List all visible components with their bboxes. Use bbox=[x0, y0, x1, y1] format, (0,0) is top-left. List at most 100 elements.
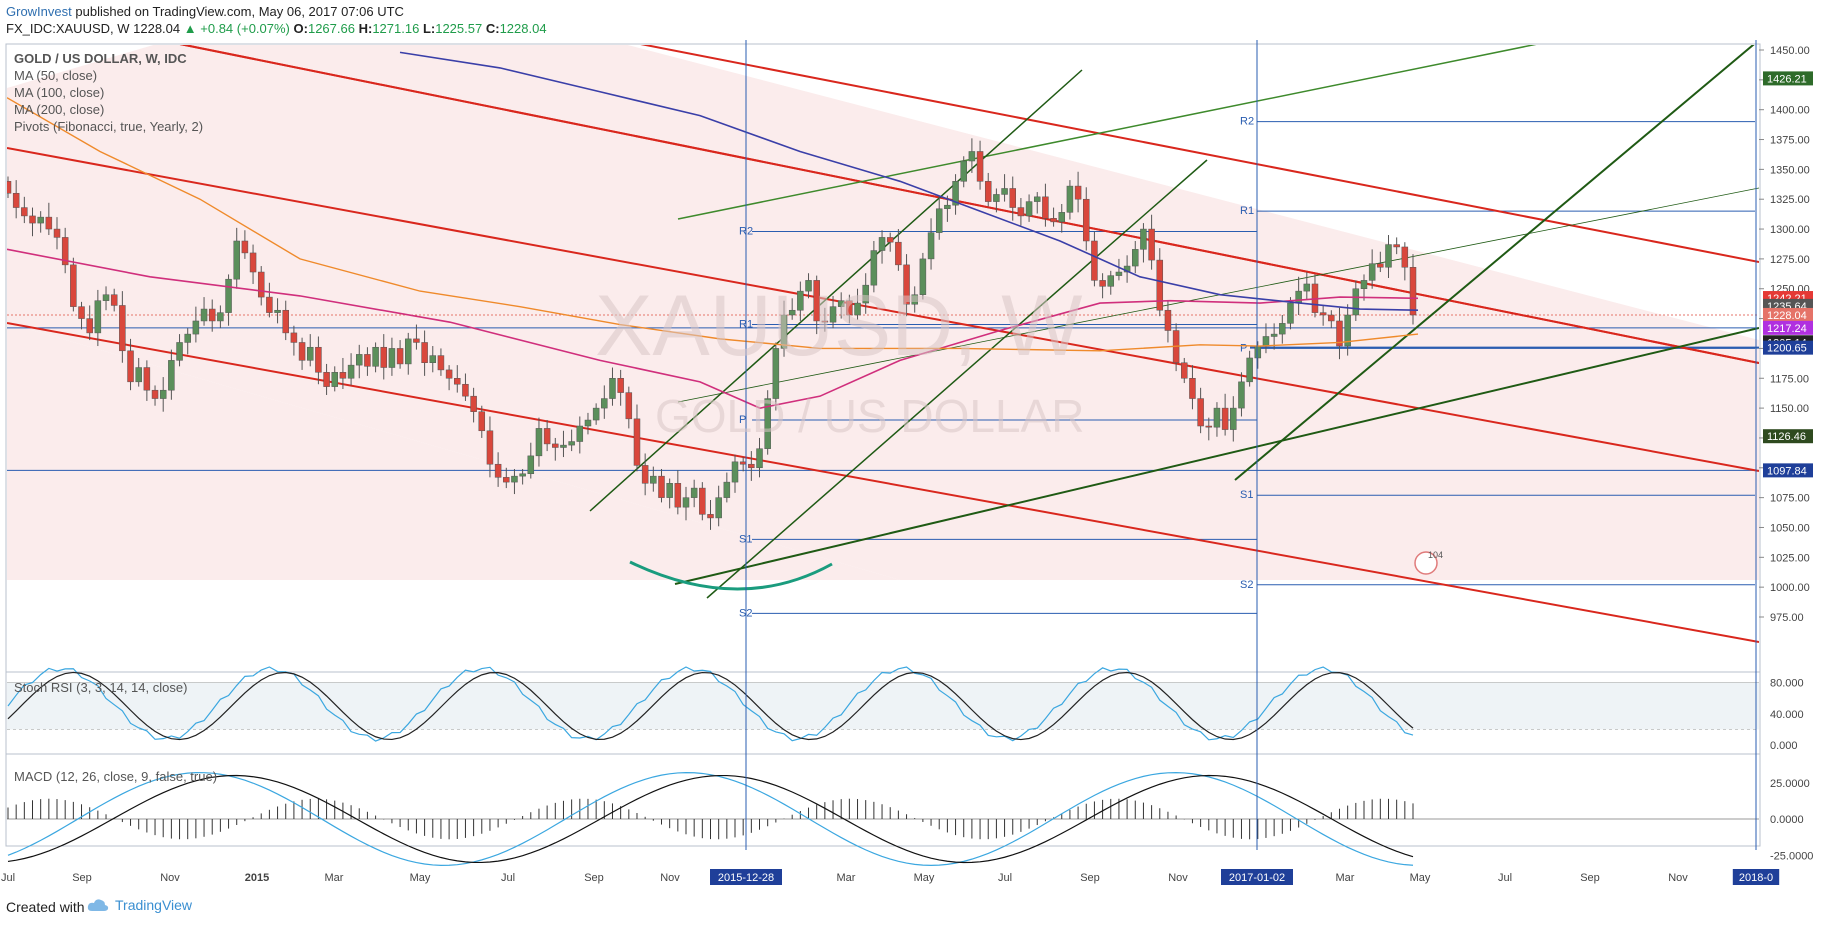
candle-body bbox=[1115, 271, 1123, 276]
candle-body bbox=[135, 367, 142, 383]
candle-body bbox=[617, 378, 624, 393]
candle-body bbox=[1221, 407, 1229, 430]
candle-body bbox=[1074, 185, 1082, 200]
macd-plot: 25.0000 0.0000 -25.0000 bbox=[7, 772, 1813, 867]
candle-body bbox=[641, 465, 649, 484]
candle-body bbox=[1148, 228, 1155, 261]
candle-body bbox=[829, 306, 837, 323]
time-highlight bbox=[1221, 869, 1293, 885]
candle-body bbox=[960, 160, 967, 182]
candle-body bbox=[1083, 198, 1090, 242]
price-tick-label: 1300.00 bbox=[1770, 224, 1810, 236]
candle-body bbox=[421, 342, 428, 363]
candle-body bbox=[609, 378, 616, 399]
candle-body bbox=[968, 151, 976, 162]
pivot-label: P bbox=[1240, 342, 1247, 354]
candle-body bbox=[886, 237, 894, 243]
time-label: Sep bbox=[1080, 872, 1100, 884]
candle-body bbox=[282, 309, 289, 334]
price-tick-label: 1400.00 bbox=[1770, 105, 1810, 117]
pivot-label: S2 bbox=[1240, 579, 1253, 591]
time-highlight bbox=[710, 869, 782, 885]
candle-body bbox=[396, 348, 404, 365]
candle-body bbox=[1001, 188, 1008, 195]
candle-body bbox=[86, 318, 93, 334]
candle-body bbox=[519, 473, 526, 477]
candle-body bbox=[1017, 207, 1025, 217]
trend-line bbox=[706, 159, 1208, 599]
candle-body bbox=[805, 280, 812, 292]
time-label: Mar bbox=[325, 872, 344, 884]
price-tick-label: 1375.00 bbox=[1770, 135, 1810, 147]
candle-body bbox=[592, 407, 600, 421]
candle-body bbox=[200, 308, 208, 322]
price-tick-label: 1000.00 bbox=[1770, 582, 1810, 594]
candle-body bbox=[682, 497, 690, 508]
candle-body bbox=[666, 483, 673, 498]
candle-body bbox=[1181, 362, 1188, 379]
candle-body bbox=[102, 294, 110, 301]
candle-body bbox=[12, 192, 20, 208]
time-label: 2017-01-02 bbox=[1229, 872, 1285, 884]
pivot-label: S1 bbox=[1240, 489, 1253, 501]
price-tag-label: 1200.65 bbox=[1767, 343, 1807, 355]
tradingview-link[interactable]: TradingView bbox=[87, 897, 192, 913]
candle-body bbox=[306, 346, 314, 361]
candle-body bbox=[1287, 302, 1294, 324]
candle-body bbox=[650, 475, 657, 484]
candle-body bbox=[535, 428, 543, 457]
trend-line bbox=[589, 69, 1083, 512]
price-tick-label: 1025.00 bbox=[1770, 552, 1810, 564]
candle-body bbox=[601, 398, 608, 409]
candle-body bbox=[764, 398, 771, 449]
stoch-d-line bbox=[7, 671, 1414, 741]
candle-body bbox=[380, 346, 388, 368]
candle-body bbox=[1164, 309, 1172, 331]
candle-body bbox=[61, 237, 69, 266]
candle-body bbox=[1254, 345, 1262, 359]
candle-body bbox=[21, 207, 28, 217]
open-label: O: bbox=[293, 21, 308, 36]
ma100-line bbox=[399, 51, 1419, 312]
price-tick-label: 1150.00 bbox=[1770, 403, 1809, 415]
candle-body bbox=[748, 463, 755, 469]
candle-body bbox=[7, 181, 12, 194]
candle-body bbox=[1344, 314, 1351, 347]
candle-body bbox=[478, 411, 486, 432]
price-chart[interactable]: R2R1PS1S2R2R1PS1S2104 80.00040.0000.000 … bbox=[0, 40, 1824, 890]
symbol: FX_IDC:XAUUSD, W bbox=[6, 21, 130, 36]
macd-line bbox=[7, 772, 1414, 867]
chart-header: GrowInvest published on TradingView.com,… bbox=[0, 0, 1824, 40]
candle-body bbox=[723, 481, 731, 498]
candle-body bbox=[372, 346, 379, 367]
candle-body bbox=[1352, 288, 1360, 316]
time-label: May bbox=[410, 872, 431, 884]
price-tick-label: 975.00 bbox=[1770, 612, 1804, 624]
candle-body bbox=[1091, 240, 1098, 281]
candle-body bbox=[1336, 320, 1343, 347]
price-tag-label: 1426.21 bbox=[1767, 73, 1807, 85]
bottom-arc bbox=[629, 560, 833, 591]
macd-pane[interactable] bbox=[5, 753, 1761, 847]
candle-body bbox=[437, 355, 445, 371]
main-plot: R2R1PS1S2R2R1PS1S2104 bbox=[7, 45, 1759, 643]
channel-upper bbox=[640, 45, 1759, 263]
candle-body bbox=[241, 240, 249, 254]
channel-mid bbox=[7, 147, 1759, 472]
stoch-tick-label: 80.000 bbox=[1770, 678, 1804, 690]
candle-body bbox=[159, 389, 167, 399]
candle-body bbox=[625, 392, 633, 420]
candle-body bbox=[315, 346, 322, 373]
pivot-label: R1 bbox=[1240, 205, 1254, 217]
candle-body bbox=[1295, 290, 1302, 304]
price-tick-label: 1175.00 bbox=[1770, 373, 1809, 385]
candle-body bbox=[45, 216, 53, 230]
author-link[interactable]: GrowInvest bbox=[6, 4, 72, 19]
candle-body bbox=[837, 300, 845, 307]
candle-body bbox=[1377, 263, 1384, 268]
close-value: 1228.04 bbox=[499, 21, 547, 36]
candle-body bbox=[552, 443, 559, 448]
candle-body bbox=[1393, 244, 1400, 248]
candle-body bbox=[462, 383, 469, 397]
candle-body bbox=[870, 250, 878, 286]
